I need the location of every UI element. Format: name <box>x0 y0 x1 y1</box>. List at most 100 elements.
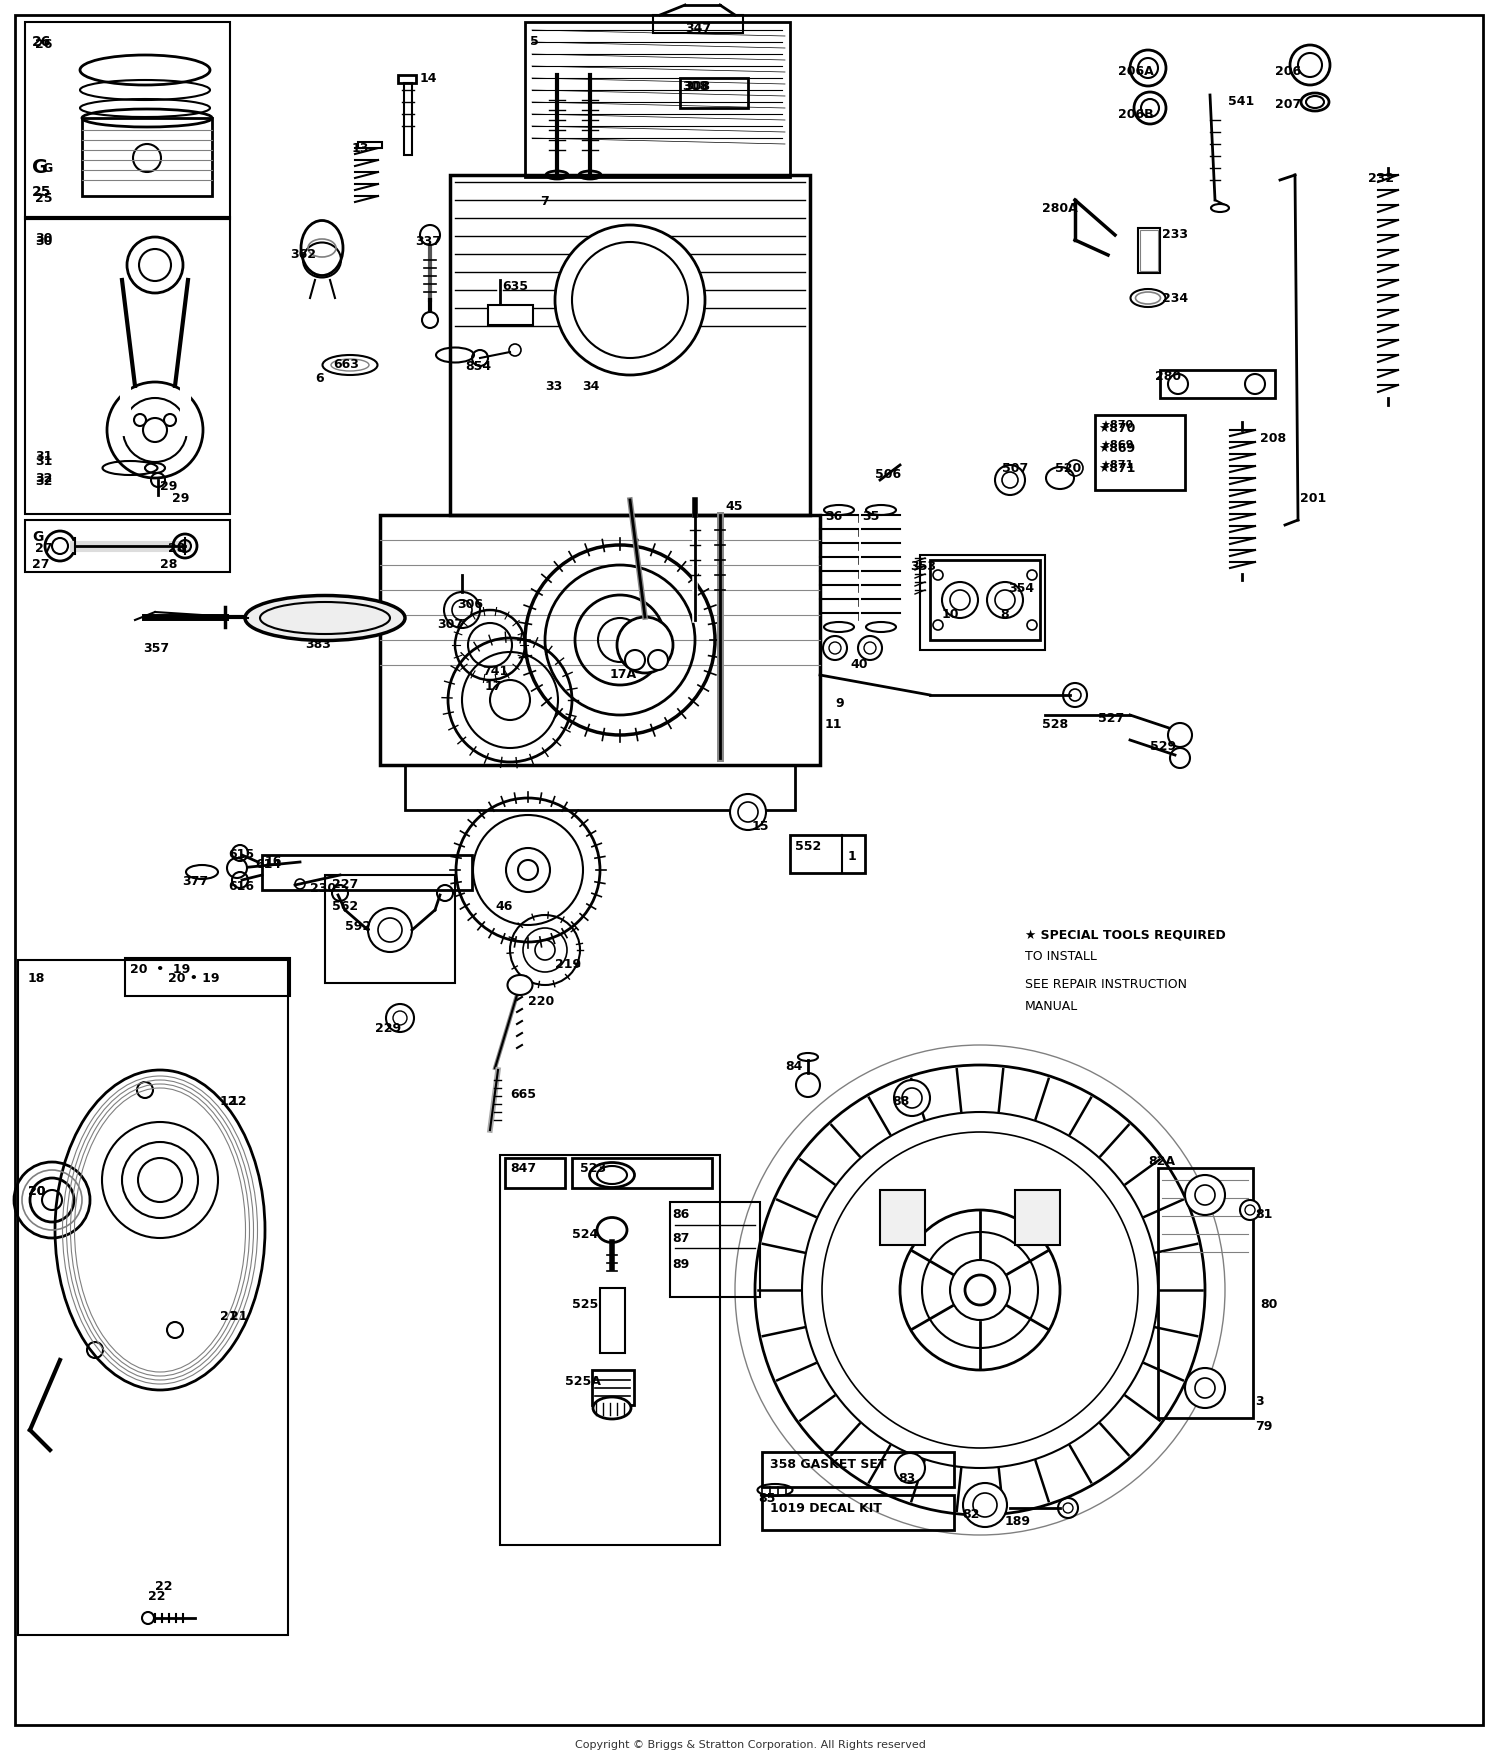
Text: 17: 17 <box>484 681 502 693</box>
Text: 45: 45 <box>724 500 742 512</box>
Text: 229: 229 <box>375 1023 400 1035</box>
Ellipse shape <box>244 596 405 640</box>
Text: 21: 21 <box>230 1310 248 1323</box>
Text: 10: 10 <box>942 609 960 621</box>
Text: 552: 552 <box>795 840 822 852</box>
Text: 507: 507 <box>1002 461 1029 475</box>
Text: 28: 28 <box>168 542 186 554</box>
Text: 21: 21 <box>220 1310 237 1323</box>
Circle shape <box>226 858 248 879</box>
Circle shape <box>1028 619 1036 630</box>
Text: 79: 79 <box>1256 1421 1272 1433</box>
Text: 17A: 17A <box>610 668 638 681</box>
Text: 25: 25 <box>34 191 53 205</box>
Text: 26: 26 <box>34 39 53 51</box>
Bar <box>1158 1168 1252 1417</box>
Bar <box>26 219 230 514</box>
Circle shape <box>134 414 146 426</box>
Text: 337: 337 <box>416 235 441 247</box>
Text: 362: 362 <box>290 247 316 261</box>
Text: 377: 377 <box>182 875 209 888</box>
Circle shape <box>1028 570 1036 581</box>
Circle shape <box>1130 51 1166 86</box>
Text: 31: 31 <box>34 451 53 463</box>
Text: 9: 9 <box>836 696 843 710</box>
Ellipse shape <box>1300 93 1329 111</box>
Text: 22: 22 <box>154 1580 172 1593</box>
Text: 220: 220 <box>528 995 555 1009</box>
Text: 89: 89 <box>672 1258 688 1272</box>
Circle shape <box>616 617 674 674</box>
Text: 26: 26 <box>32 35 51 49</box>
Text: 88: 88 <box>892 1094 909 1109</box>
Bar <box>525 23 790 177</box>
Text: 741: 741 <box>482 665 508 679</box>
Text: 35: 35 <box>862 510 879 523</box>
Bar <box>762 1494 954 1529</box>
Ellipse shape <box>1210 203 1228 212</box>
Text: 15: 15 <box>752 821 770 833</box>
Text: 208: 208 <box>1260 431 1286 446</box>
Bar <box>262 854 472 889</box>
Bar <box>600 1287 625 1352</box>
Ellipse shape <box>590 1163 634 1187</box>
Ellipse shape <box>758 1484 792 1496</box>
Text: 234: 234 <box>1162 291 1188 305</box>
Text: 46: 46 <box>495 900 513 914</box>
Text: 635: 635 <box>503 281 528 293</box>
Text: 85: 85 <box>758 1493 776 1505</box>
Text: 1019 DECAL KIT: 1019 DECAL KIT <box>770 1501 882 1515</box>
Text: ★869: ★869 <box>1100 440 1134 451</box>
Text: MANUAL: MANUAL <box>1024 1000 1078 1014</box>
Text: 527: 527 <box>1098 712 1125 724</box>
Text: 34: 34 <box>582 381 600 393</box>
Text: 13: 13 <box>352 142 369 154</box>
Text: 82: 82 <box>962 1508 980 1521</box>
Circle shape <box>142 1612 154 1624</box>
Bar <box>488 305 532 324</box>
Text: 20 • 19: 20 • 19 <box>168 972 219 986</box>
Text: 227: 227 <box>332 879 358 891</box>
Text: 1: 1 <box>847 851 856 863</box>
Circle shape <box>386 1003 414 1031</box>
Bar <box>500 1154 720 1545</box>
Text: 219: 219 <box>555 958 580 972</box>
Circle shape <box>1168 723 1192 747</box>
Ellipse shape <box>507 975 532 995</box>
Text: 28: 28 <box>160 558 177 572</box>
Text: 357: 357 <box>142 642 170 654</box>
Text: 22: 22 <box>148 1589 165 1603</box>
Text: 525: 525 <box>572 1298 598 1310</box>
Bar <box>380 516 820 765</box>
Circle shape <box>987 582 1023 617</box>
Text: 201: 201 <box>1300 493 1326 505</box>
Text: 40: 40 <box>850 658 867 672</box>
Bar <box>358 142 382 147</box>
Text: 20: 20 <box>28 1186 45 1198</box>
Text: G: G <box>32 530 44 544</box>
Bar <box>880 1189 926 1245</box>
Bar <box>1160 370 1275 398</box>
Circle shape <box>626 651 645 670</box>
Circle shape <box>933 619 944 630</box>
Text: 354: 354 <box>1008 582 1034 595</box>
Text: 280A: 280A <box>1042 202 1077 216</box>
Text: 20: 20 <box>28 1186 45 1198</box>
Text: 383: 383 <box>304 638 332 651</box>
Circle shape <box>422 312 438 328</box>
Text: 663: 663 <box>333 358 358 372</box>
Bar <box>1095 416 1185 489</box>
Text: 11: 11 <box>825 717 843 731</box>
Text: ★870: ★870 <box>1100 419 1132 430</box>
Text: 280: 280 <box>1155 370 1180 382</box>
Text: 80: 80 <box>1260 1298 1278 1310</box>
Text: SEE REPAIR INSTRUCTION: SEE REPAIR INSTRUCTION <box>1024 979 1186 991</box>
Text: 27: 27 <box>32 558 50 572</box>
Text: TO INSTALL: TO INSTALL <box>1024 951 1096 963</box>
Circle shape <box>1185 1175 1225 1216</box>
Bar <box>26 217 230 219</box>
Text: G: G <box>42 161 52 175</box>
Text: 206A: 206A <box>1118 65 1154 77</box>
Text: 506: 506 <box>874 468 902 481</box>
Circle shape <box>963 1482 1006 1528</box>
